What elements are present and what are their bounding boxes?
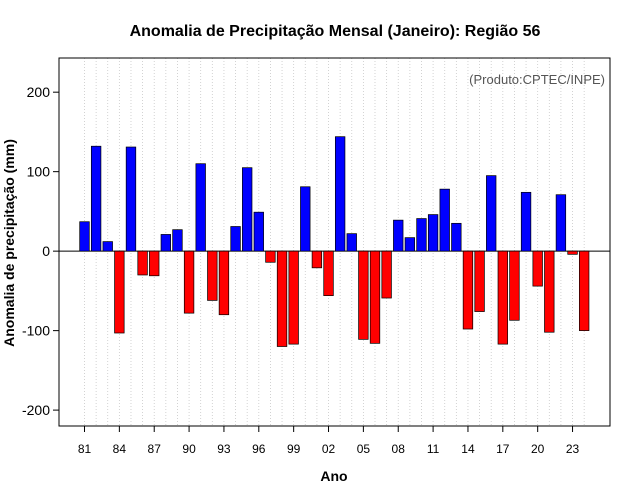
bars — [79, 136, 590, 347]
bar-2022 — [555, 194, 567, 252]
y-axis-label: Anomalia de precipitação (mm) — [1, 139, 17, 347]
bar-1999 — [288, 250, 299, 345]
bar-2010 — [416, 218, 427, 252]
bar-1982 — [90, 145, 102, 252]
bar-2015 — [474, 250, 485, 312]
bar-2006 — [369, 250, 381, 344]
bar-1997 — [265, 250, 276, 263]
bar-1981 — [79, 221, 90, 252]
y-tick-label: -100 — [22, 323, 50, 339]
bar-1996 — [253, 211, 264, 252]
bar-2020 — [532, 250, 543, 287]
x-tick-label: 08 — [392, 442, 406, 456]
x-tick-label: 90 — [182, 442, 196, 456]
x-tick-label: 02 — [322, 442, 336, 456]
bar-2017 — [497, 250, 508, 345]
bar-1992 — [207, 250, 218, 301]
bar-1984 — [114, 250, 125, 334]
bar-1994 — [230, 226, 241, 252]
bar-1986 — [137, 250, 148, 276]
x-tick-label: 84 — [113, 442, 127, 456]
x-tick-label: 96 — [252, 442, 266, 456]
bar-2012 — [439, 188, 450, 252]
bar-2013 — [451, 222, 462, 252]
bar-1990 — [183, 250, 195, 314]
plot-frame — [58, 57, 611, 427]
x-tick-label: 81 — [78, 442, 92, 456]
bar-2014 — [462, 250, 474, 330]
x-tick-label: 05 — [357, 442, 371, 456]
y-tick-label: 200 — [27, 84, 51, 100]
bar-1998 — [276, 250, 288, 347]
bar-1993 — [218, 250, 230, 316]
bar-2003 — [334, 136, 346, 252]
y-axis: -200 -100 0 100 200 — [22, 84, 59, 418]
bar-2016 — [486, 175, 497, 252]
y-tick-label: 100 — [27, 164, 51, 180]
bar-2024 — [579, 250, 590, 331]
x-tick-label: 23 — [566, 442, 580, 456]
x-tick-label: 14 — [461, 442, 475, 456]
chart-title: Anomalia de Precipitação Mensal (Janeiro… — [130, 23, 541, 40]
x-tick-label: 87 — [148, 442, 162, 456]
y-tick-label: -200 — [22, 402, 50, 418]
bar-1987 — [149, 250, 160, 277]
bar-2005 — [358, 250, 369, 340]
bar-2011 — [427, 214, 439, 252]
bar-2004 — [346, 233, 357, 252]
bar-1988 — [160, 234, 171, 252]
bar-2000 — [300, 186, 311, 252]
x-axis-label: Ano — [320, 468, 347, 484]
x-tick-label: 11 — [427, 442, 440, 456]
x-axis: 81 84 87 90 93 96 99 02 05 08 11 14 17 20 23 — [78, 426, 580, 456]
bar-2019 — [520, 191, 532, 252]
bar-1991 — [195, 163, 206, 252]
bar-1989 — [172, 229, 183, 252]
bar-2008 — [393, 219, 404, 252]
y-tick-label: 0 — [42, 243, 50, 259]
x-tick-label: 93 — [217, 442, 231, 456]
bar-2001 — [311, 250, 323, 269]
bar-2009 — [404, 237, 416, 252]
source-annotation: (Produto:CPTEC/INPE) — [469, 72, 605, 87]
bar-1985 — [125, 146, 137, 252]
x-tick-label: 99 — [287, 442, 301, 456]
bar-1983 — [102, 241, 113, 252]
x-tick-label: 20 — [531, 442, 545, 456]
bar-1995 — [242, 167, 253, 252]
bar-2007 — [381, 250, 392, 299]
bar-2021 — [544, 250, 555, 333]
x-tick-label: 17 — [496, 442, 510, 456]
bar-2018 — [509, 250, 520, 321]
bar-2002 — [323, 250, 334, 296]
bar-2023 — [567, 250, 578, 255]
